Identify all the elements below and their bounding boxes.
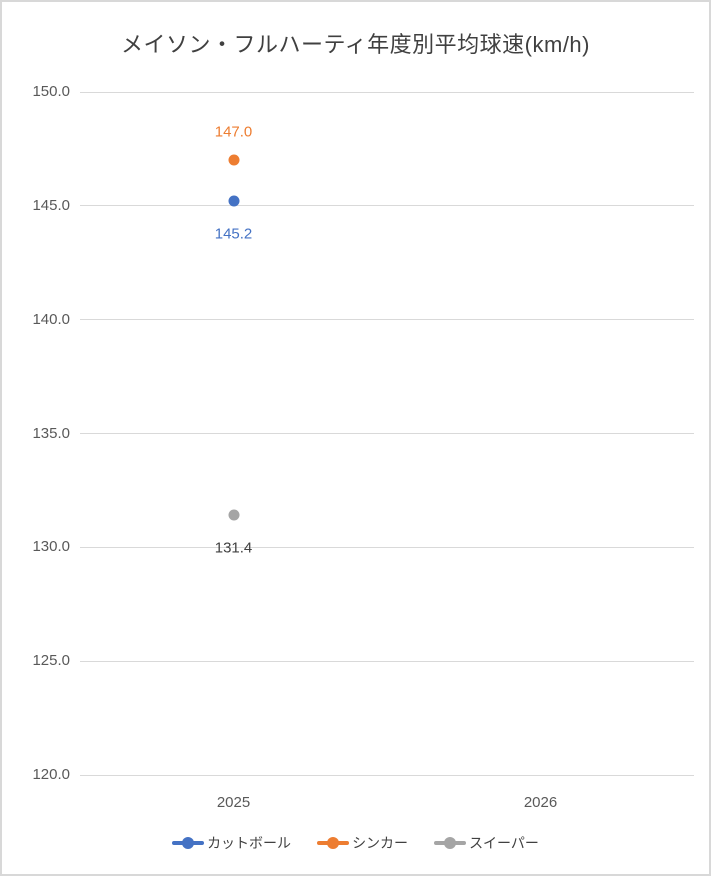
legend-item: スイーパー <box>434 833 539 853</box>
data-point <box>228 154 239 166</box>
gridline <box>80 205 694 207</box>
chart-title: メイソン・フルハーティ年度別平均球速(km/h) <box>120 32 590 57</box>
y-axis-tick-label: 150.0 <box>32 83 70 100</box>
data-point <box>228 195 239 207</box>
legend-item: カットボール <box>172 833 291 853</box>
legend-label: カットボール <box>207 835 292 851</box>
x-axis-tick-label: 2026 <box>523 794 558 811</box>
legend-label: シンカー <box>352 835 409 851</box>
legend-label: スイーパー <box>469 835 539 851</box>
gridline <box>80 660 694 662</box>
gridline <box>80 433 694 434</box>
data-label: 147.0 <box>214 123 253 141</box>
gridline <box>80 546 694 548</box>
legend-item: シンカー <box>317 833 408 853</box>
x-axis-tick-label: 2025 <box>216 794 251 811</box>
legend-dot <box>444 837 457 849</box>
y-axis-tick-label: 140.0 <box>32 310 70 328</box>
gridline <box>80 319 694 321</box>
legend-dot <box>327 837 340 849</box>
legend: カットボール シンカー スイーパー <box>2 833 709 853</box>
y-axis-tick-label: 125.0 <box>32 652 70 670</box>
y-axis-tick-label: 135.0 <box>32 424 70 442</box>
y-axis-tick-label: 120.0 <box>32 766 70 783</box>
series-marker-icon <box>172 837 205 849</box>
legend-dot <box>182 837 195 849</box>
series-marker-icon <box>317 837 350 849</box>
data-point <box>228 509 239 521</box>
y-axis-tick-label: 130.0 <box>32 538 70 556</box>
series-marker-icon <box>434 837 467 849</box>
gridline <box>80 774 694 776</box>
y-axis-tick-label: 145.0 <box>32 196 70 214</box>
gridline <box>80 91 694 93</box>
data-label: 145.2 <box>214 225 253 243</box>
data-label: 131.4 <box>214 539 253 557</box>
